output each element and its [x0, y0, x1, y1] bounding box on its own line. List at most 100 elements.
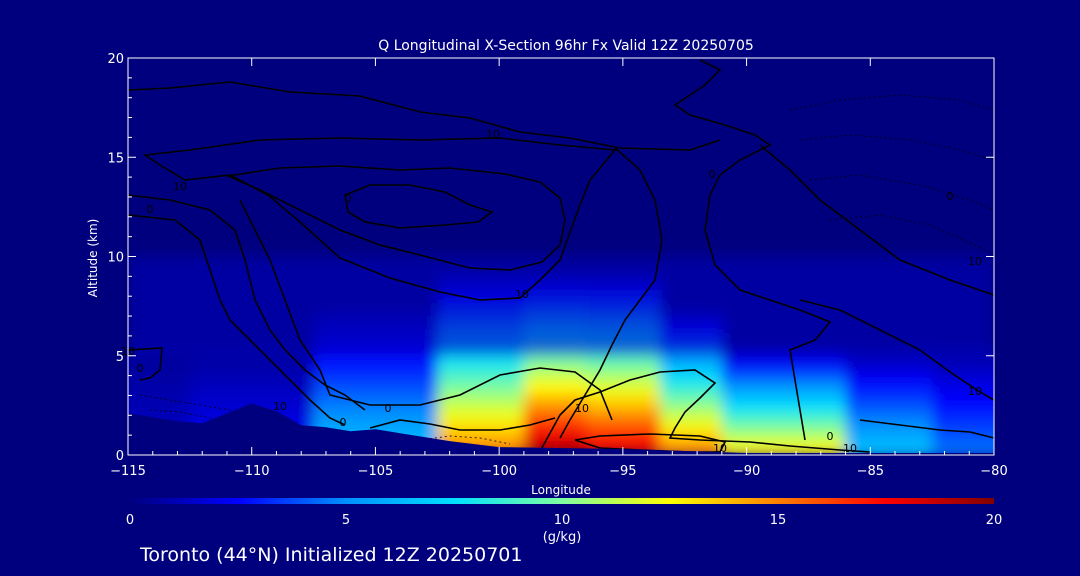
field-cell	[783, 409, 848, 419]
contour-line	[344, 184, 494, 229]
contour-line	[673, 59, 832, 441]
y-tick-label: 5	[116, 350, 124, 365]
field-cell	[932, 393, 994, 404]
field-cell	[932, 432, 994, 442]
field-cell	[845, 378, 935, 389]
colorbar-tick-label: 0	[126, 513, 134, 528]
colorbar-tick-label: 10	[554, 513, 571, 528]
field-cell	[845, 432, 935, 442]
field-cell	[523, 378, 588, 394]
field-cell	[189, 355, 316, 366]
field-cell	[783, 447, 848, 455]
x-tick-label: −100	[481, 464, 517, 479]
field-cell	[585, 365, 662, 381]
field-cell	[783, 370, 848, 381]
field-cell	[721, 378, 786, 389]
contour-line	[128, 194, 366, 411]
contour-line	[759, 144, 994, 296]
chart-title: Q Longitudinal X-Section 96hr Fx Valid 1…	[378, 38, 754, 54]
field-cell	[313, 393, 440, 406]
field-cell	[845, 416, 935, 427]
contour-line	[799, 299, 994, 401]
field-cell	[437, 378, 526, 394]
contour-label: 0	[137, 362, 144, 375]
contour-line	[537, 369, 871, 455]
field-cell	[659, 373, 724, 386]
field-cell	[437, 429, 526, 445]
dashed-contours	[139, 94, 994, 445]
x-tick-label: −105	[358, 464, 394, 479]
contour-label: 10	[515, 288, 529, 301]
field-cell	[189, 370, 316, 381]
dashed-contour-line	[789, 94, 994, 111]
field-cell	[932, 363, 994, 373]
field-cell	[659, 403, 724, 417]
field-cell	[721, 386, 786, 396]
x-axis-label: Longitude	[531, 483, 591, 497]
field-cell	[721, 393, 786, 404]
field-cell	[783, 424, 848, 435]
field-cell	[721, 432, 786, 442]
field-cell	[783, 386, 848, 396]
contour-label: 0	[947, 190, 954, 203]
contour-label: 10	[273, 400, 287, 413]
dashed-contour-line	[419, 435, 511, 445]
field-cell	[932, 439, 994, 450]
field-cell	[523, 352, 588, 368]
field-cell	[721, 401, 786, 412]
field-cell	[659, 352, 724, 366]
y-tick-label: 20	[107, 52, 124, 67]
dashed-contour-line	[799, 134, 994, 161]
field-cell	[128, 378, 192, 389]
field-cell	[189, 386, 316, 396]
y-tick-label: 15	[107, 151, 124, 166]
contour-label: 0	[709, 168, 716, 181]
field-cell	[128, 386, 192, 396]
field-cell	[932, 409, 994, 419]
field-cell	[845, 363, 935, 373]
field-cell	[313, 403, 440, 417]
field-cell	[659, 363, 724, 376]
field-cell	[721, 363, 786, 373]
colorbar-label: (g/kg)	[543, 530, 582, 545]
contour-line	[128, 214, 346, 426]
x-tick-label: −90	[733, 464, 760, 479]
field-cell	[523, 365, 588, 381]
field-cell	[128, 401, 192, 412]
contour-label: 10	[968, 385, 982, 398]
field-cell	[437, 352, 526, 368]
field-cell	[721, 416, 786, 427]
contour-label: 0	[147, 203, 154, 216]
x-tick-label: −85	[857, 464, 884, 479]
field-cell	[783, 416, 848, 427]
field-cell	[845, 370, 935, 381]
field-cell	[783, 393, 848, 404]
contour-line	[239, 199, 613, 421]
field-cell	[932, 416, 994, 427]
field-cell	[845, 355, 935, 366]
field-cell	[845, 424, 935, 435]
dashed-contour-line	[139, 394, 291, 426]
field-cell	[585, 416, 662, 432]
contour-label: 10	[713, 442, 727, 455]
contour-label: 10	[575, 402, 589, 415]
field-cell	[783, 378, 848, 389]
field-cell	[845, 439, 935, 450]
field-cell	[932, 447, 994, 455]
y-axis-label: Altitude (km)	[86, 219, 100, 298]
dashed-contour-line	[829, 214, 994, 256]
field-cell	[437, 391, 526, 406]
field-cell	[721, 424, 786, 435]
field-cell	[659, 444, 724, 455]
contour-label: 10	[968, 255, 982, 268]
contour-label: 0	[345, 192, 352, 205]
y-tick-label: 0	[116, 449, 124, 464]
contour-label: 10	[173, 180, 187, 193]
field-cell	[128, 355, 192, 366]
contour-line	[225, 165, 566, 271]
field-cell	[659, 414, 724, 427]
field-cell	[845, 447, 935, 455]
contour-line	[128, 347, 163, 381]
